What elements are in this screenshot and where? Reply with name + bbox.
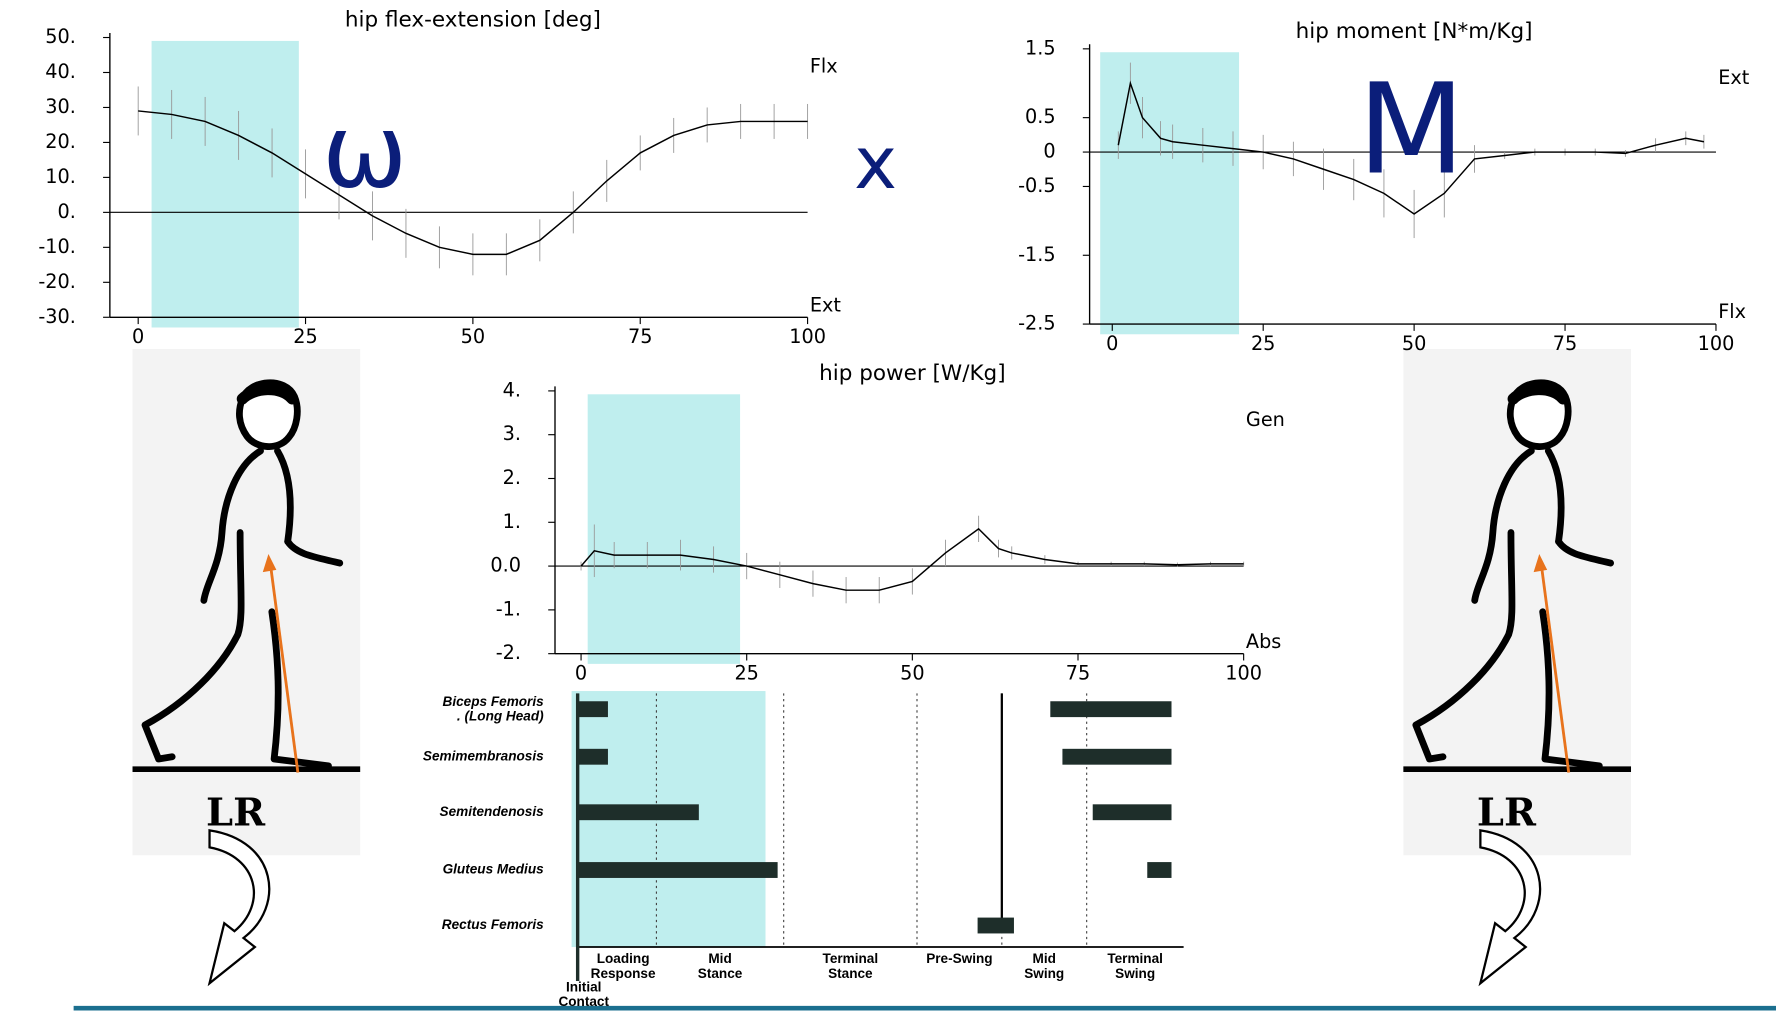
emg-bar xyxy=(1050,701,1172,718)
mean-line xyxy=(580,527,1244,591)
y-tick-label: 0.0 xyxy=(490,554,521,577)
side-label: Gen xyxy=(1246,408,1285,431)
y-tick-label: -20. xyxy=(38,270,76,293)
mean-line xyxy=(1117,80,1705,215)
emg-bar xyxy=(577,748,608,765)
phase-label: Loading xyxy=(597,951,650,966)
y-tick-label: 50. xyxy=(45,25,76,48)
y-tick-label: -2.5 xyxy=(1018,312,1056,335)
x-tick-label: 100 xyxy=(1225,662,1262,685)
x-tick-label: 25 xyxy=(293,325,317,348)
y-tick-label: -30. xyxy=(38,305,76,328)
x-tick-label: 25 xyxy=(734,662,759,685)
y-tick-label: 0 xyxy=(1043,140,1055,163)
charts: hip flex-extension [deg] 50. 40. 30. 20. 10. 0… xyxy=(38,8,1749,1010)
phase-label: Response xyxy=(591,966,656,981)
phase-label: Stance xyxy=(698,966,743,981)
y-tick-label: -2. xyxy=(496,641,521,664)
x-tick-label: 50 xyxy=(1402,332,1427,355)
y-tick-label: 30. xyxy=(45,95,76,118)
x-tick-label: 75 xyxy=(628,325,652,348)
line-chart: hip moment [N*m/Kg] 1.5 0.5 0 -0.5 -1.5 -2.5 0 2… xyxy=(1018,19,1750,355)
x-tick-label: 0 xyxy=(1106,332,1118,355)
side-label: Flx xyxy=(1718,300,1746,323)
y-tick-label: 1.5 xyxy=(1025,36,1056,59)
y-tick-label: 4. xyxy=(503,378,521,401)
mean-line xyxy=(138,110,808,256)
times-symbol: x xyxy=(854,122,897,206)
figure-label: LR xyxy=(1477,791,1537,836)
side-label: Ext xyxy=(1718,66,1750,89)
y-tick-label: 0.5 xyxy=(1025,105,1056,128)
side-label: Flx xyxy=(810,54,838,77)
y-tick-label: -1. xyxy=(496,597,521,620)
chart-title: hip moment [N*m/Kg] xyxy=(1296,19,1533,44)
phase-highlight xyxy=(1100,52,1240,335)
line-chart: hip power [W/Kg] 4. 3. 2. 1. 0.0 -1. -2. 0 25 50 75… xyxy=(490,361,1284,685)
line-chart: hip flex-extension [deg] 50. 40. 30. 20. 10. 0… xyxy=(38,8,841,349)
y-tick-label: -10. xyxy=(38,235,76,258)
phase-label: Contact xyxy=(558,994,609,1009)
x-tick-label: 100 xyxy=(789,325,826,348)
emg-bar xyxy=(1062,748,1172,765)
emg-bar xyxy=(577,862,778,878)
phase-label: Terminal xyxy=(1107,951,1163,966)
x-tick-label: 75 xyxy=(1066,662,1091,685)
phase-label: Terminal xyxy=(823,951,879,966)
phase-label: Pre-Swing xyxy=(926,951,992,966)
y-tick-label: 10. xyxy=(45,165,76,188)
side-label: Abs xyxy=(1246,630,1281,653)
phase-highlight xyxy=(151,40,299,328)
y-tick-label: 3. xyxy=(503,422,521,445)
y-tick-label: 2. xyxy=(503,466,521,489)
phase-label: Stance xyxy=(828,966,873,981)
phase-highlight xyxy=(587,394,741,664)
muscle-label: Semitendenosis xyxy=(440,804,545,819)
emg-chart: InitialContactLoadingResponseMidStanceTe… xyxy=(423,691,1184,1009)
x-tick-label: 0 xyxy=(575,662,587,685)
y-tick-label: 0. xyxy=(58,200,76,223)
y-tick-label: 40. xyxy=(45,60,76,83)
chart-title: hip flex-extension [deg] xyxy=(345,8,601,33)
emg-background xyxy=(373,685,1207,1014)
phase-label: Swing xyxy=(1024,966,1064,981)
emg-bar xyxy=(1092,804,1172,821)
muscle-label: Gluteus Medius xyxy=(443,862,545,877)
x-tick-label: 0 xyxy=(132,325,144,348)
x-tick-label: 75 xyxy=(1553,332,1578,355)
x-tick-label: 50 xyxy=(900,662,925,685)
muscle-label: Semimembranosis xyxy=(423,748,544,763)
y-tick-label: -1.5 xyxy=(1018,243,1056,266)
y-tick-label: 1. xyxy=(503,510,521,533)
omega-symbol: ω xyxy=(322,93,407,212)
figure-label: LR xyxy=(206,791,266,836)
side-label: Ext xyxy=(810,293,842,316)
emg-bar xyxy=(577,804,699,821)
muscle-label: Biceps Femoris xyxy=(443,694,545,709)
chart-title: hip power [W/Kg] xyxy=(819,361,1006,386)
emg-bar xyxy=(977,917,1014,934)
phase-label: Mid xyxy=(708,951,731,966)
phase-label: Initial xyxy=(566,979,601,994)
moment-symbol: M xyxy=(1358,57,1466,202)
muscle-label: . (Long Head) xyxy=(457,709,544,724)
x-tick-label: 50 xyxy=(461,325,485,348)
emg-bar xyxy=(577,701,608,718)
phase-label: Mid xyxy=(1033,951,1056,966)
emg-bar xyxy=(1147,862,1172,878)
x-tick-label: 25 xyxy=(1251,332,1276,355)
muscle-label: Rectus Femoris xyxy=(442,917,544,932)
x-tick-label: 100 xyxy=(1698,332,1735,355)
y-tick-label: -0.5 xyxy=(1018,174,1056,197)
y-tick-label: 20. xyxy=(45,130,76,153)
phase-label: Swing xyxy=(1115,966,1155,981)
